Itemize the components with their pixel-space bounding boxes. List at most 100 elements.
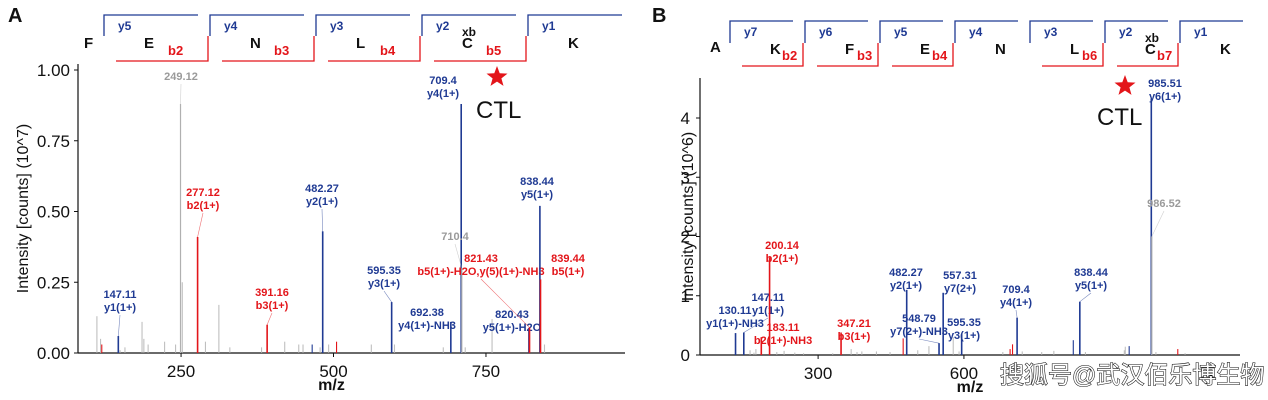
peak-label: b2(1+)	[187, 200, 220, 212]
peak-label: y2(1+)	[890, 280, 922, 292]
peak-label: 347.21	[837, 318, 871, 330]
y-ion-bracket	[209, 14, 304, 36]
residue-letter: E	[144, 35, 154, 52]
y-ion-bracket	[421, 14, 516, 36]
peak-label: 838.44	[1074, 267, 1109, 279]
peak-label: 557.31	[943, 270, 977, 282]
watermark: 搜狐号@武汉佰乐博生物	[1000, 362, 1264, 389]
star-icon	[486, 66, 508, 86]
y-ion-label: y5	[118, 19, 132, 33]
y-axis-label: Intensity [counts] (10^7)	[15, 124, 32, 293]
y-tick-label: 0	[681, 346, 690, 365]
y-ion-bracket	[103, 14, 198, 36]
y-tick-label: 0.50	[37, 203, 70, 222]
b-ion-label: b4	[932, 48, 948, 63]
peak-label: y5(1+)	[521, 189, 553, 201]
y-ion-label: y2	[436, 19, 450, 33]
peak-label: y1(1+)	[104, 302, 136, 314]
y-ion-label: y5	[894, 25, 908, 39]
x-tick-label: 500	[319, 362, 347, 381]
peak-label: y3(1+)	[948, 330, 980, 342]
residue-letter: K	[1220, 41, 1231, 58]
y-ion-bracket	[315, 14, 410, 36]
x-tick-label: 250	[167, 362, 195, 381]
b-ion-bracket	[1042, 43, 1104, 67]
peak-label: 709.4	[429, 75, 457, 87]
peak-label: b5(1+)	[552, 266, 585, 278]
peak-label: 710.4	[441, 231, 469, 243]
y-tick-label: 0.25	[37, 273, 70, 292]
y-ion-label: y1	[1194, 25, 1208, 39]
x-axis-label: m/z	[318, 377, 345, 394]
peak-label-connector	[743, 317, 769, 333]
n-terminal-residue: F	[84, 35, 93, 52]
y-ion-bracket	[954, 20, 1018, 43]
peak-label: y2(1+)	[306, 196, 338, 208]
peak-label-connector	[266, 312, 273, 325]
peak-label: 709.4	[1002, 284, 1030, 296]
residue-letter: N	[995, 41, 1006, 58]
y-tick-label: 4	[681, 109, 690, 128]
residue-letter: L	[356, 35, 365, 52]
peak-label: y5(1+)	[1075, 280, 1107, 292]
peak-label: y1(1+)-NH3	[706, 318, 764, 330]
b-ion-label: b5	[486, 43, 501, 58]
y-tick-label: 1	[681, 287, 690, 306]
b-ion-label: b2	[168, 43, 183, 58]
peak-label: 821.43	[464, 253, 498, 265]
residue-letter: F	[845, 41, 854, 58]
y-ion-bracket	[804, 20, 868, 43]
y-ion-bracket	[1104, 20, 1168, 43]
y-ion-label: y3	[330, 19, 344, 33]
x-tick-label: 300	[804, 364, 832, 383]
peak-label: y4(1+)	[1000, 297, 1032, 309]
peak-label: 820.43	[495, 309, 529, 321]
peak-label: y6(1+)	[1149, 91, 1181, 103]
panel-letter: B	[652, 5, 666, 27]
residue-letter: C	[1145, 41, 1156, 58]
crosslink-label: xb	[1145, 31, 1159, 45]
peak-label: b3(1+)	[256, 300, 289, 312]
peak-label: 200.14	[765, 240, 800, 252]
y-ion-bracket	[1029, 20, 1093, 43]
peak-label-connector	[1015, 309, 1018, 318]
peak-label: 147.11	[103, 289, 136, 301]
b-ion-label: b3	[857, 48, 872, 63]
peak-label: b3(1+)	[838, 331, 871, 343]
y-ion-label: y1	[542, 19, 556, 33]
panel-a: A Fy5 E b2 y4 N b3 y3 L b4 y2 Cxb b5 y1 K 0.00 0.25 0.50 0…	[8, 5, 625, 394]
y-ion-bracket	[527, 14, 622, 36]
peak-label-connector	[118, 314, 121, 337]
peak-label: 839.44	[551, 253, 586, 265]
peak-label: y1(1+)	[752, 305, 784, 317]
b-ion-bracket	[817, 43, 879, 67]
peak-label: b2(1+)	[766, 253, 799, 265]
peak-label: y4(1+)	[427, 88, 459, 100]
b-ion-label: b6	[1082, 48, 1097, 63]
y-ion-label: y3	[1044, 25, 1058, 39]
b-ion-label: b2	[782, 48, 797, 63]
peak-label: 986.52	[1147, 198, 1181, 210]
y-ion-bracket	[1179, 20, 1243, 43]
peak-label: y4(1+)-NH3	[398, 320, 456, 332]
peak-label-connector	[197, 212, 204, 238]
panel-letter: A	[8, 5, 22, 27]
residue-letter: E	[920, 41, 930, 58]
b-ion-label: b4	[380, 43, 396, 58]
b-ion-label: b7	[1157, 48, 1172, 63]
peak-label: y5(1+)-H2O	[483, 322, 542, 334]
y-ion-label: y4	[969, 25, 983, 39]
peak-label: y7(2+)	[944, 283, 976, 295]
y-tick-label: 1.00	[37, 61, 70, 80]
residue-letter: K	[568, 35, 579, 52]
b-ion-label: b3	[274, 43, 289, 58]
x-tick-label: 750	[472, 362, 500, 381]
y-ion-label: y6	[819, 25, 833, 39]
peak-label: 985.51	[1148, 78, 1182, 90]
peak-label: 183.11	[766, 322, 799, 334]
n-terminal-residue: A	[710, 39, 721, 56]
peak-label: 595.35	[947, 317, 981, 329]
